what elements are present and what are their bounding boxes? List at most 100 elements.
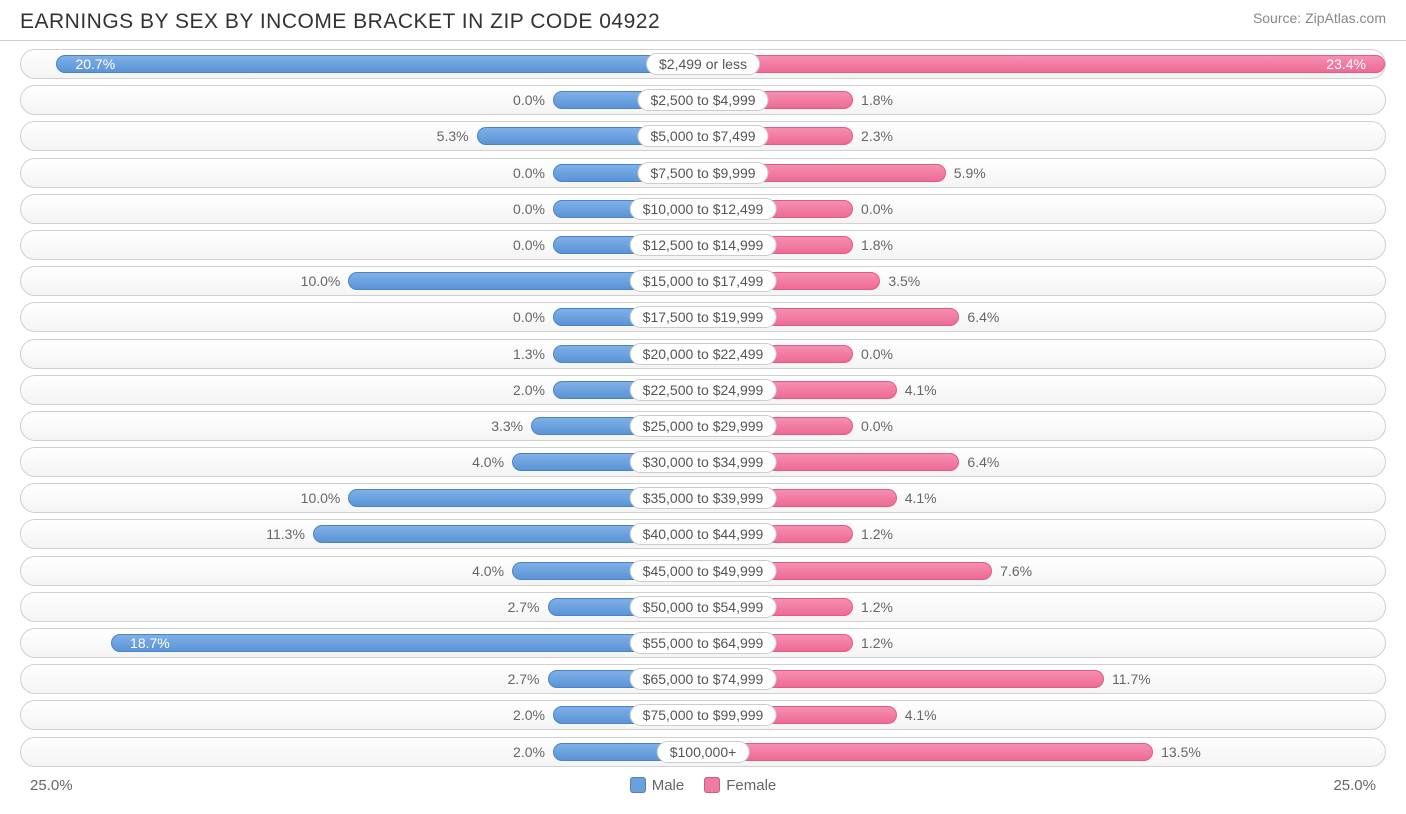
- legend-female-label: Female: [726, 777, 776, 794]
- male-value-label: 10.0%: [301, 490, 341, 506]
- male-half: 0.0%: [21, 159, 703, 187]
- female-half: 1.2%: [703, 593, 1385, 621]
- female-value-label: 1.2%: [861, 635, 893, 651]
- chart-row: 2.0% 4.1%$22,500 to $24,999: [20, 375, 1386, 405]
- bracket-label: $2,499 or less: [646, 53, 760, 75]
- female-half: 6.4%: [703, 303, 1385, 331]
- female-value-label: 1.2%: [861, 526, 893, 542]
- male-half: 11.3%: [21, 520, 703, 548]
- male-half: 0.0%: [21, 195, 703, 223]
- female-half: 11.7%: [703, 665, 1385, 693]
- bracket-label: $7,500 to $9,999: [637, 162, 768, 184]
- female-half: 1.2%: [703, 629, 1385, 657]
- bracket-label: $25,000 to $29,999: [630, 415, 777, 437]
- bracket-label: $15,000 to $17,499: [630, 270, 777, 292]
- female-half: 1.8%: [703, 231, 1385, 259]
- chart-row: 0.0%1.8%$2,500 to $4,999: [20, 85, 1386, 115]
- chart-row: 0.0%0.0%$10,000 to $12,499: [20, 194, 1386, 224]
- female-half: 5.9%: [703, 159, 1385, 187]
- chart-row: 2.7%11.7%$65,000 to $74,999: [20, 664, 1386, 694]
- female-value-label: 2.3%: [861, 128, 893, 144]
- female-value-label: 4.1%: [905, 707, 937, 723]
- male-half: 4.0%: [21, 448, 703, 476]
- chart-footer: 25.0% Male Female 25.0%: [0, 773, 1406, 794]
- chart-row: 11.3% 1.2% $40,000 to $44,999: [20, 519, 1386, 549]
- female-value-label: 6.4%: [967, 454, 999, 470]
- chart-area: 20.7%23.4%$2,499 or less0.0%1.8%$2,500 t…: [0, 49, 1406, 767]
- bracket-label: $50,000 to $54,999: [630, 596, 777, 618]
- male-swatch-icon: [630, 777, 646, 793]
- bracket-label: $45,000 to $49,999: [630, 560, 777, 582]
- female-value-label: 13.5%: [1161, 744, 1201, 760]
- male-value-label: 11.3%: [266, 526, 305, 542]
- male-value-label: 2.0%: [513, 382, 545, 398]
- female-value-label: 4.1%: [905, 490, 937, 506]
- chart-title: EARNINGS BY SEX BY INCOME BRACKET IN ZIP…: [20, 10, 660, 34]
- male-value-label: 0.0%: [513, 165, 545, 181]
- chart-row: 2.0%4.1%$75,000 to $99,999: [20, 700, 1386, 730]
- female-value-label: 23.4%: [1326, 56, 1366, 72]
- chart-row: 2.0%13.5%$100,000+: [20, 737, 1386, 767]
- male-half: 20.7%: [21, 50, 703, 78]
- male-value-label: 4.0%: [472, 563, 504, 579]
- male-half: 0.0%: [21, 303, 703, 331]
- female-half: 4.1%: [703, 484, 1385, 512]
- chart-row: 0.0% 5.9%$7,500 to $9,999: [20, 158, 1386, 188]
- chart-row: 1.3% 0.0% $20,000 to $22,499: [20, 339, 1386, 369]
- female-bar: 23.4%: [703, 55, 1385, 73]
- chart-row: 2.7% 1.2% $50,000 to $54,999: [20, 592, 1386, 622]
- female-value-label: 0.0%: [861, 418, 893, 434]
- bracket-label: $22,500 to $24,999: [630, 379, 777, 401]
- chart-row: 10.0% 4.1% $35,000 to $39,999: [20, 483, 1386, 513]
- female-half: 4.1%: [703, 376, 1385, 404]
- male-half: 2.0%: [21, 376, 703, 404]
- female-half: 0.0%: [703, 340, 1385, 368]
- male-value-label: 0.0%: [513, 92, 545, 108]
- bracket-label: $55,000 to $64,999: [630, 632, 777, 654]
- male-half: 10.0%: [21, 484, 703, 512]
- bracket-label: $75,000 to $99,999: [630, 704, 777, 726]
- male-bar: 18.7%: [111, 634, 703, 652]
- female-swatch-icon: [704, 777, 720, 793]
- chart-row: 10.0%3.5%$15,000 to $17,499: [20, 266, 1386, 296]
- bracket-label: $35,000 to $39,999: [630, 487, 777, 509]
- male-value-label: 4.0%: [472, 454, 504, 470]
- male-half: 5.3%: [21, 122, 703, 150]
- male-value-label: 3.3%: [491, 418, 523, 434]
- female-value-label: 1.8%: [861, 237, 893, 253]
- legend-male: Male: [630, 777, 685, 794]
- female-value-label: 0.0%: [861, 346, 893, 362]
- header-divider: [0, 40, 1406, 41]
- male-half: 10.0%: [21, 267, 703, 295]
- bracket-label: $10,000 to $12,499: [630, 198, 777, 220]
- male-value-label: 0.0%: [513, 201, 545, 217]
- chart-row: 0.0%1.8%$12,500 to $14,999: [20, 230, 1386, 260]
- male-value-label: 2.7%: [508, 599, 540, 615]
- female-half: 4.1%: [703, 701, 1385, 729]
- male-value-label: 0.0%: [513, 237, 545, 253]
- female-half: 23.4%: [703, 50, 1385, 78]
- axis-left-label: 25.0%: [30, 777, 73, 794]
- bracket-label: $40,000 to $44,999: [630, 523, 777, 545]
- bracket-label: $17,500 to $19,999: [630, 306, 777, 328]
- female-half: 1.8%: [703, 86, 1385, 114]
- male-value-label: 0.0%: [513, 309, 545, 325]
- female-half: 6.4%: [703, 448, 1385, 476]
- female-half: 3.5%: [703, 267, 1385, 295]
- male-half: 3.3%: [21, 412, 703, 440]
- male-value-label: 1.3%: [513, 346, 545, 362]
- female-half: 2.3%: [703, 122, 1385, 150]
- legend-female: Female: [704, 777, 776, 794]
- bracket-label: $20,000 to $22,499: [630, 343, 777, 365]
- male-half: 2.7%: [21, 665, 703, 693]
- female-value-label: 1.2%: [861, 599, 893, 615]
- male-half: 2.0%: [21, 738, 703, 766]
- chart-row: 0.0% 6.4%$17,500 to $19,999: [20, 302, 1386, 332]
- legend-male-label: Male: [652, 777, 685, 794]
- female-half: 7.6%: [703, 557, 1385, 585]
- male-value-label: 5.3%: [437, 128, 469, 144]
- female-half: 1.2%: [703, 520, 1385, 548]
- chart-row: 4.0%6.4%$30,000 to $34,999: [20, 447, 1386, 477]
- male-half: 1.3%: [21, 340, 703, 368]
- female-bar: [703, 743, 1153, 761]
